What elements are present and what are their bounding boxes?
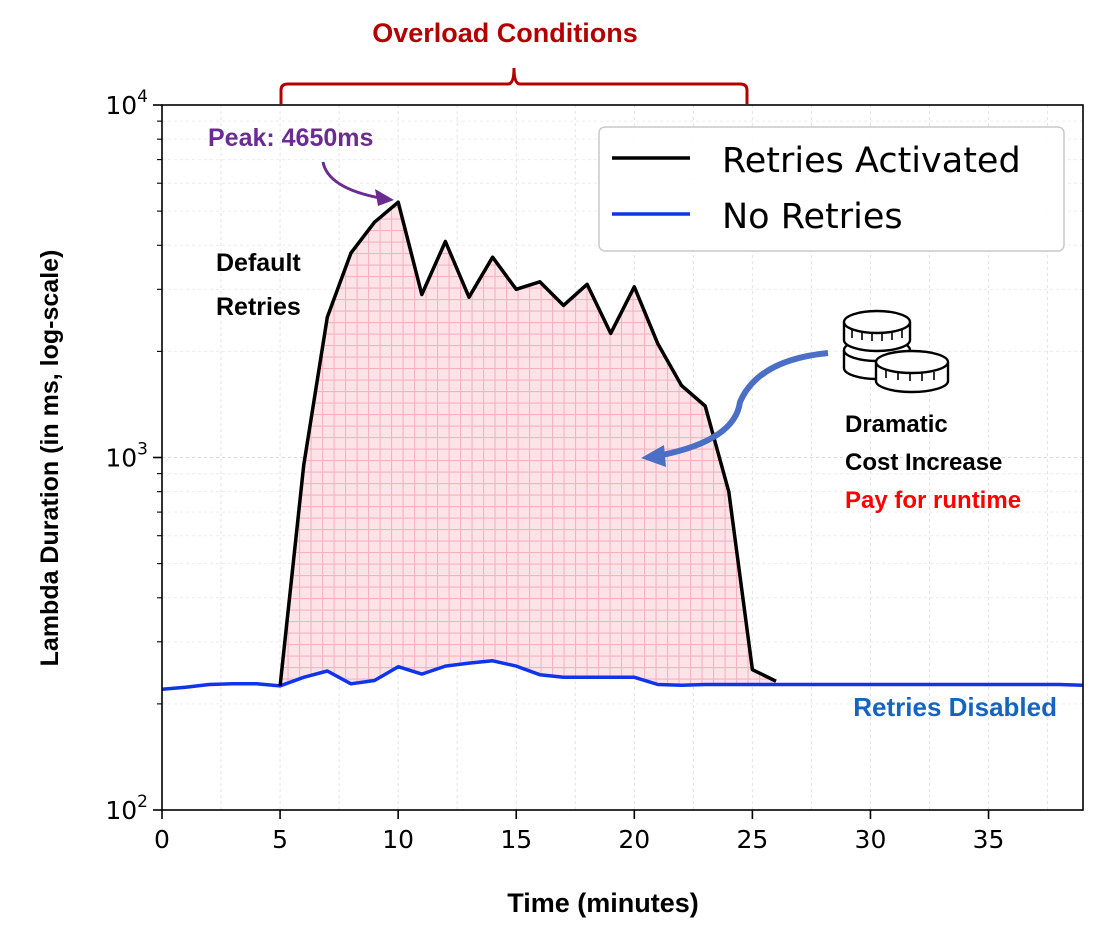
peak-label: Peak: 4650ms	[208, 124, 373, 152]
cost-label-line1: Dramatic	[845, 411, 948, 438]
x-tick-label: 10	[382, 825, 414, 854]
cost-arrow	[661, 350, 829, 458]
legend-label-no-retries: No Retries	[722, 197, 903, 237]
x-tick-label: 30	[855, 825, 887, 854]
overload-brace	[279, 67, 749, 104]
legend: Retries Activated No Retries	[598, 126, 1065, 252]
x-tick-label: 5	[272, 825, 288, 854]
peak-arrowhead	[375, 189, 394, 206]
x-tick-label: 25	[736, 825, 768, 854]
cost-arrowhead	[641, 445, 666, 467]
x-tick-label: 20	[618, 825, 650, 854]
y-axis-label: Lambda Duration (in ms, log-scale)	[36, 250, 64, 667]
chart-title: Overload Conditions	[372, 18, 638, 48]
cost-label-line3: Pay for runtime	[845, 487, 1021, 514]
cost-fill-area	[280, 202, 776, 686]
x-axis-label: Time (minutes)	[507, 888, 699, 918]
series-line-no-retries	[162, 659, 1083, 692]
retries-disabled-label: Retries Disabled	[853, 692, 1057, 722]
default-retries-line1: Default	[216, 249, 301, 277]
y-tick-label: 104	[105, 87, 148, 120]
y-tick-label: 103	[105, 440, 148, 473]
y-tick-label: 102	[105, 792, 148, 825]
x-tick-label: 35	[973, 825, 1005, 854]
x-tick-label: 15	[500, 825, 532, 854]
peak-arrow	[321, 161, 381, 200]
coins-icon	[842, 309, 950, 394]
legend-box	[598, 126, 1065, 252]
default-retries-line2: Retries	[216, 293, 301, 321]
legend-label-retries-activated: Retries Activated	[722, 141, 1021, 181]
x-tick-label: 0	[154, 825, 170, 854]
cost-label-line2: Cost Increase	[845, 449, 1002, 476]
series-line-retries-activated	[278, 200, 777, 687]
